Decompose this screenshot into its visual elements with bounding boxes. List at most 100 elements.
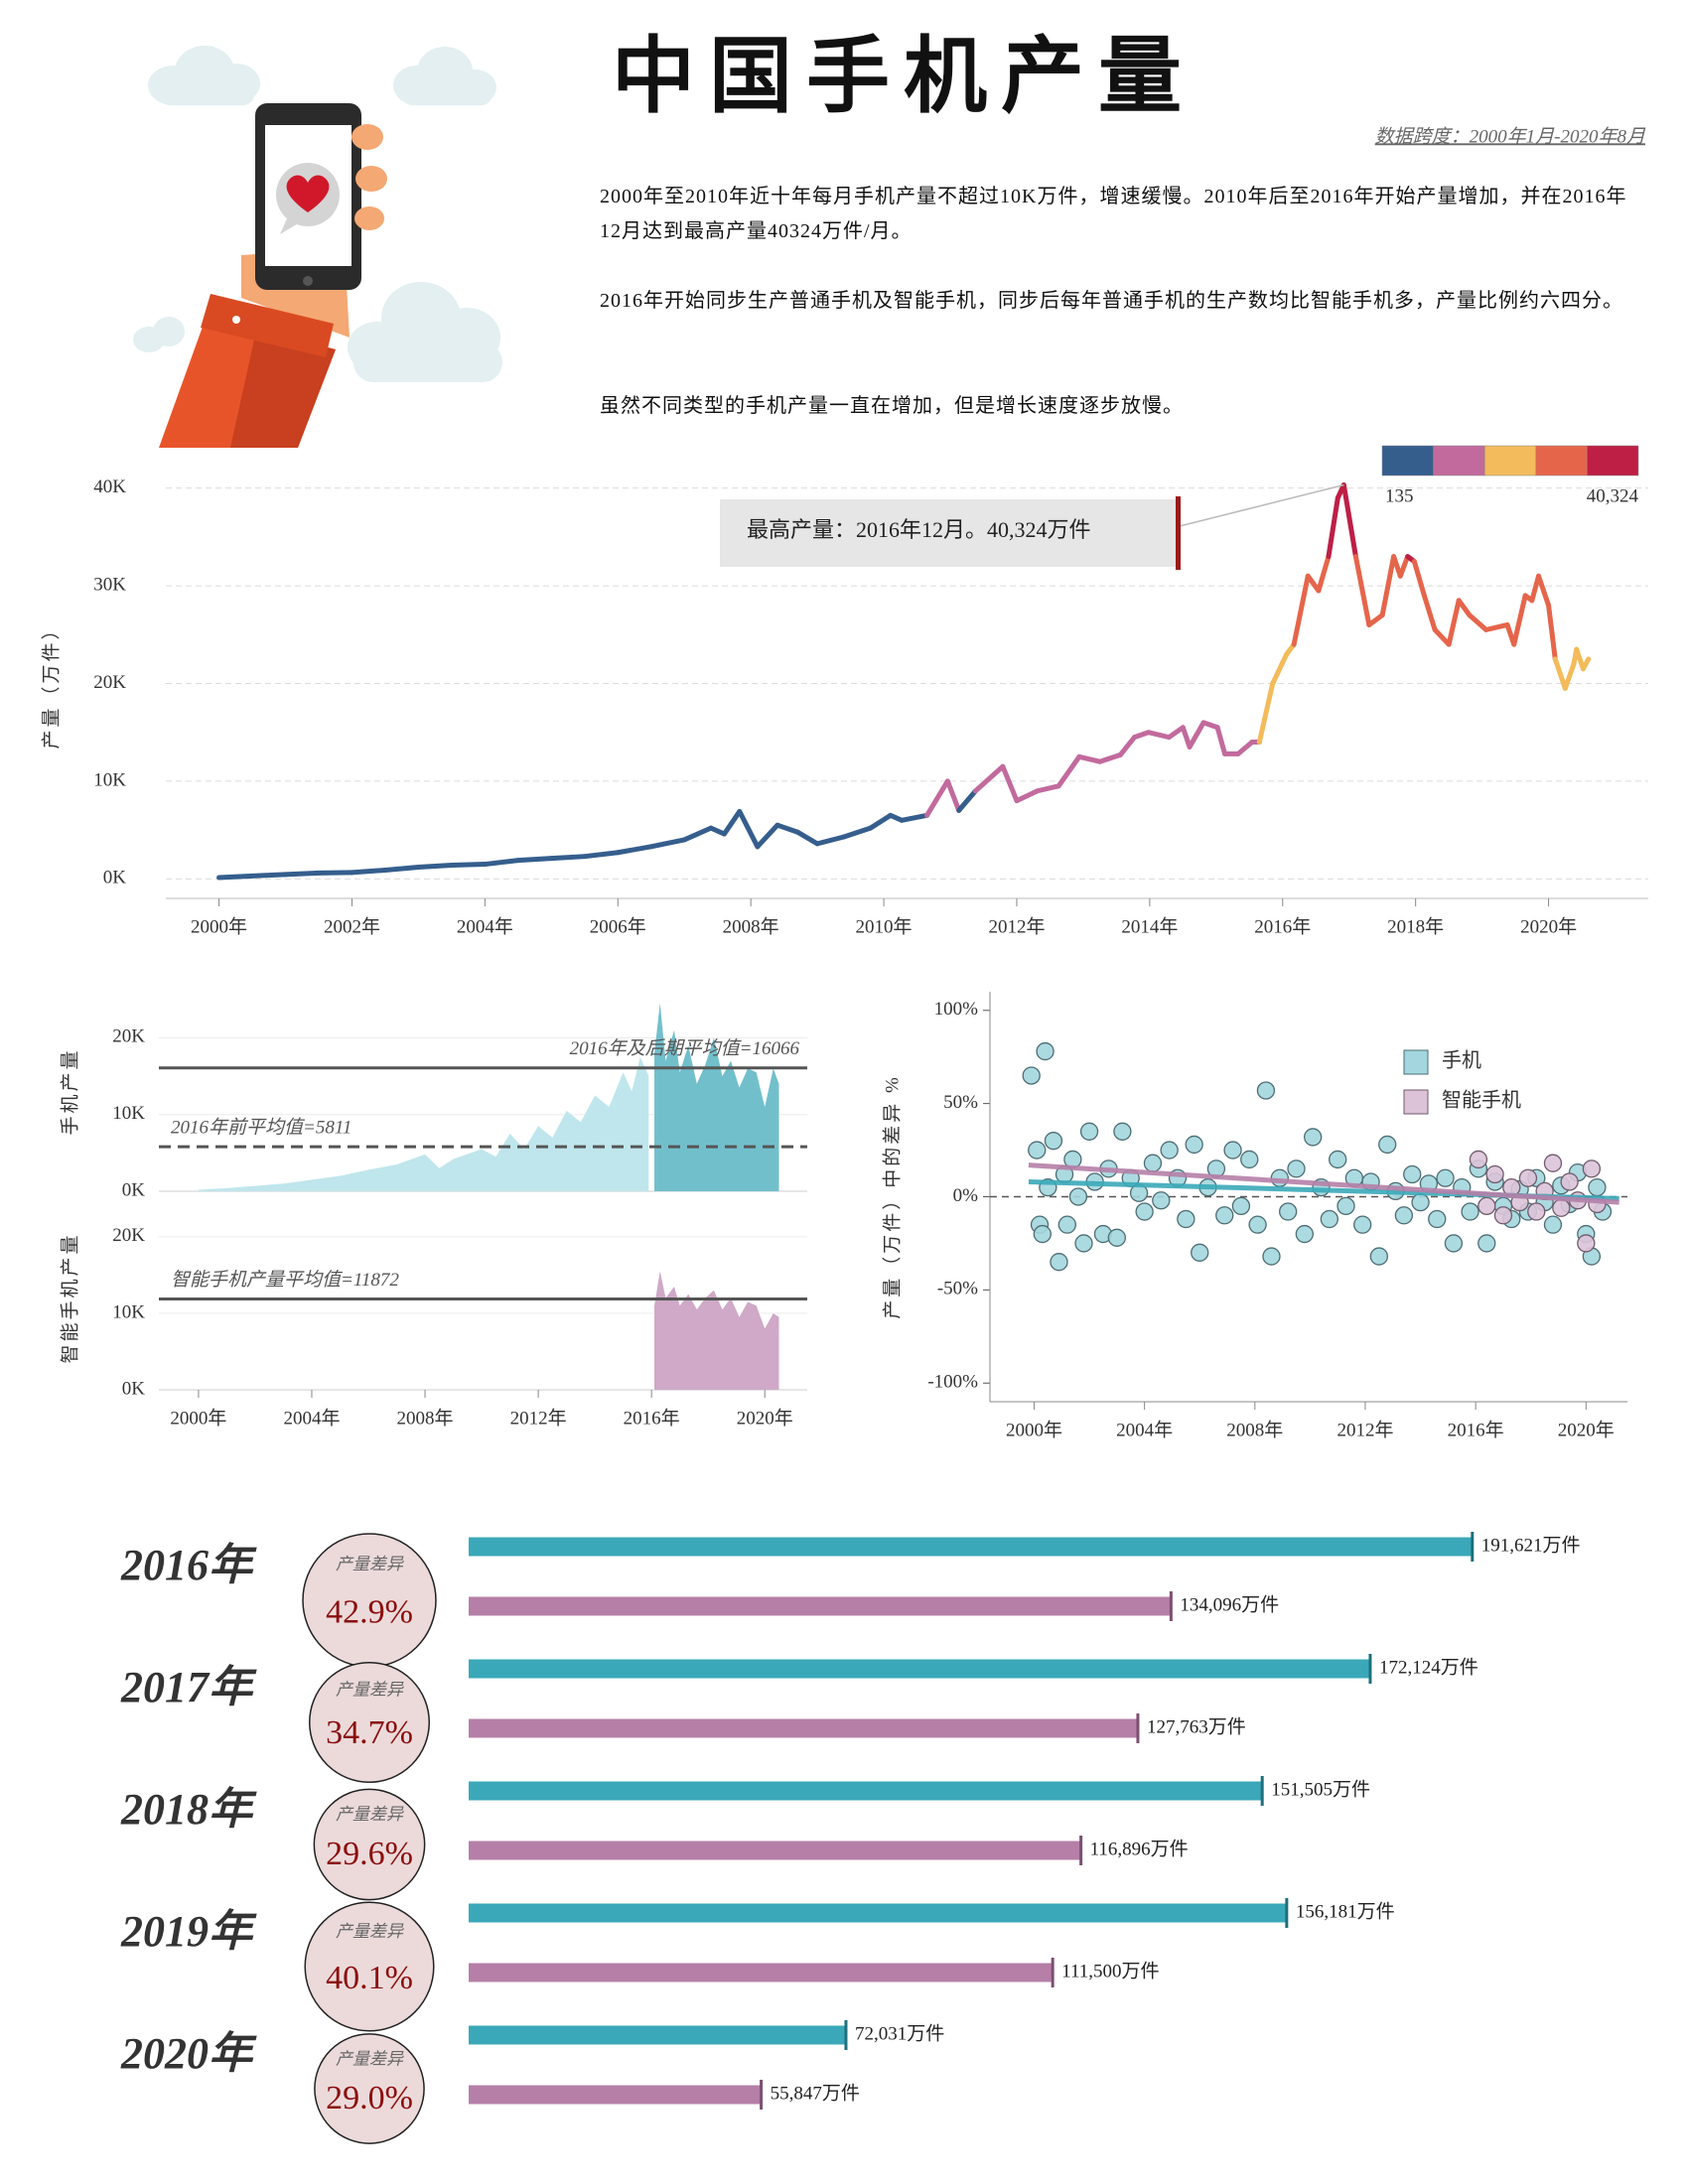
y-axis-label: 产量（万件）: [40, 617, 62, 749]
x-tick-label: 2000年: [170, 1407, 226, 1429]
y-axis-label: 产量（万件）中的差异 %: [881, 1074, 903, 1319]
line-segment: [1483, 621, 1510, 632]
y-tick-label: -100%: [927, 1372, 978, 1393]
line-segment: [1117, 735, 1137, 757]
y-tick-label: 40K: [93, 477, 126, 497]
bar: [469, 1659, 1370, 1679]
diff-title: 产量差异: [336, 1555, 404, 1573]
point: [1191, 1243, 1209, 1262]
point: [1577, 1234, 1596, 1253]
line-segment: [249, 872, 289, 879]
point: [1518, 1168, 1538, 1187]
line-segment: [449, 862, 488, 869]
value-label: 151,505万件: [1271, 1778, 1370, 1800]
line-segment: [1291, 573, 1311, 647]
line-segment: [1180, 725, 1193, 750]
line-segment: [615, 844, 654, 856]
x-tick-label: 2020年: [1520, 915, 1577, 937]
line-segment: [548, 854, 588, 862]
x-tick-label: 2002年: [324, 915, 380, 937]
point: [1469, 1150, 1488, 1169]
point: [1477, 1196, 1496, 1216]
point: [1436, 1168, 1455, 1187]
line-segment: [1076, 753, 1103, 764]
diff-title: 产量差异: [336, 1922, 404, 1941]
colorbar-swatch: [1587, 445, 1639, 477]
point: [1378, 1135, 1397, 1155]
legend-swatch: [1403, 1089, 1429, 1115]
bar: [469, 1718, 1138, 1738]
value-label: 134,096万件: [1180, 1593, 1279, 1615]
line-segment: [1352, 554, 1372, 627]
point: [1279, 1202, 1298, 1221]
diff-circle: [308, 1661, 431, 1784]
line-segment: [1580, 656, 1592, 672]
point: [1527, 1202, 1546, 1221]
colorbar-swatch: [1433, 445, 1485, 477]
line-segment: [1456, 598, 1473, 618]
point: [1135, 1202, 1154, 1221]
point: [1403, 1164, 1422, 1184]
category-label: 2018年: [120, 1785, 257, 1834]
value-label: 156,181万件: [1296, 1900, 1395, 1922]
x-tick-label: 2020年: [1558, 1419, 1615, 1440]
point: [1477, 1234, 1496, 1253]
line-segment: [1270, 651, 1290, 686]
y-tick-label: 20K: [112, 1225, 145, 1246]
value-label: 191,621万件: [1481, 1534, 1581, 1556]
line-segment: [482, 858, 521, 868]
point: [1215, 1206, 1234, 1225]
y-tick-label: -50%: [937, 1279, 978, 1299]
diff-label: 42.9%: [326, 1594, 413, 1631]
bar: [469, 1781, 1263, 1801]
point: [1256, 1081, 1276, 1100]
area: [654, 1003, 779, 1191]
colorbar-swatch: [1483, 445, 1537, 477]
bar: [469, 1537, 1473, 1557]
y-tick-label: 30K: [93, 574, 126, 595]
paragraph: 2016年开始同步生产普通手机及智能手机，同步后每年普通手机的生产数均比智能手机…: [600, 290, 1623, 312]
line-segment: [1014, 788, 1041, 804]
value-label: 116,896万件: [1090, 1838, 1189, 1859]
point: [1057, 1215, 1076, 1234]
point: [1177, 1209, 1196, 1229]
line-segment: [1235, 740, 1255, 756]
y-tick-label: 20K: [112, 1026, 145, 1047]
y-tick-label: 0K: [122, 1378, 146, 1399]
diff-label: 29.0%: [326, 2080, 413, 2116]
line-segment: [382, 865, 421, 873]
point: [1485, 1164, 1504, 1184]
point: [1152, 1191, 1171, 1210]
point: [1320, 1209, 1338, 1229]
point: [1223, 1141, 1242, 1160]
line-segment: [1055, 753, 1082, 789]
point: [1068, 1187, 1088, 1206]
bar: [469, 1841, 1081, 1860]
line-segment: [1166, 725, 1186, 741]
area: [198, 1056, 649, 1191]
line-segment: [283, 870, 322, 878]
x-tick-label: 2004年: [1116, 1419, 1173, 1440]
x-tick-label: 2006年: [590, 915, 646, 937]
point: [1336, 1196, 1355, 1216]
annotation-box: [720, 499, 1180, 567]
bar: [469, 1596, 1172, 1616]
reference-label: 2016年及后期平均值=16066: [570, 1037, 800, 1059]
line-segment: [868, 812, 894, 831]
point: [1028, 1141, 1047, 1160]
line-segment: [1326, 495, 1340, 560]
date-span: 数据跨度：2000年1月-2020年8月: [1375, 125, 1646, 147]
category-label: 2016年: [120, 1541, 257, 1589]
bar: [469, 1963, 1054, 1982]
point: [1295, 1224, 1314, 1244]
point: [1543, 1215, 1563, 1234]
x-tick-label: 2012年: [1336, 1419, 1393, 1440]
y-tick-label: 10K: [112, 1103, 145, 1124]
line-segment: [1511, 593, 1528, 647]
point: [1248, 1215, 1267, 1234]
y-tick-label: 50%: [943, 1092, 978, 1113]
paragraph: 虽然不同类型的手机产量一直在增加，但是增长速度逐步放慢。: [600, 395, 1184, 417]
y-tick-label: 0%: [953, 1185, 979, 1206]
colorbar-swatch: [1381, 445, 1434, 477]
diff-title: 产量差异: [336, 1681, 404, 1700]
